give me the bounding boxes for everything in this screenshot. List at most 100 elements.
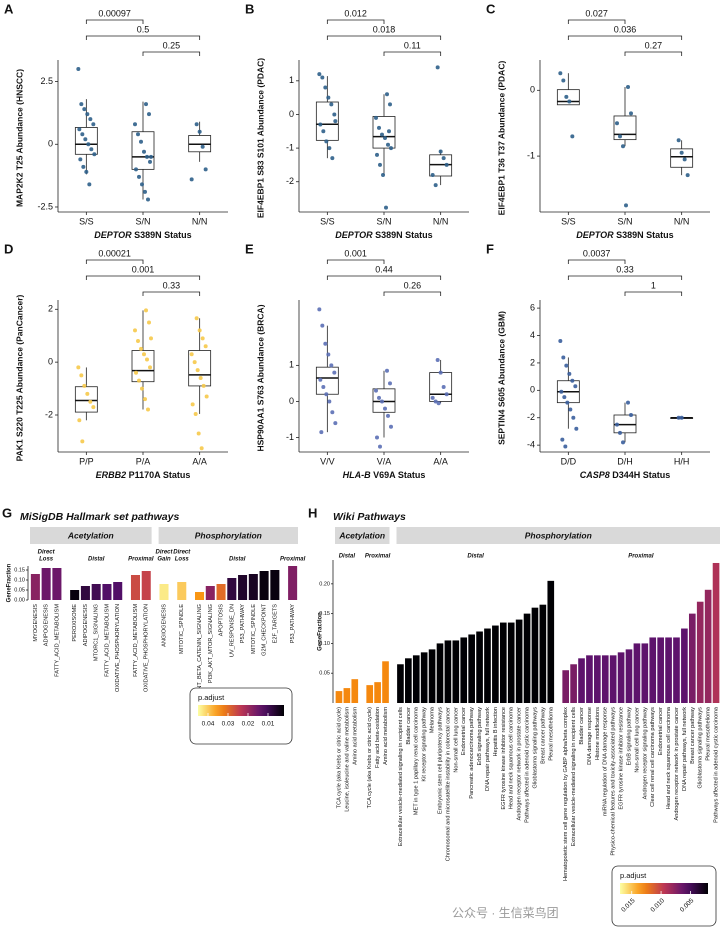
x-axis-label: DEPTOR S389N Status bbox=[94, 230, 191, 240]
x-axis-gene: DEPTOR bbox=[335, 230, 373, 240]
category-label: Histone modifications bbox=[595, 707, 601, 760]
point bbox=[139, 346, 143, 351]
bar bbox=[476, 631, 483, 703]
legend-title: p.adjust bbox=[198, 693, 225, 702]
point bbox=[438, 149, 443, 154]
y-tick-label: 1 bbox=[289, 360, 294, 370]
category-label: PI3K_AKT_MTOR_SIGNALING bbox=[208, 604, 214, 683]
bar bbox=[70, 590, 80, 600]
panel-label: A bbox=[4, 1, 14, 16]
bar bbox=[444, 640, 452, 703]
category-label: Non-small cell lung cancer bbox=[453, 707, 459, 773]
bracket bbox=[383, 51, 442, 56]
point bbox=[377, 125, 381, 130]
point bbox=[146, 197, 150, 202]
point bbox=[378, 162, 382, 167]
x-axis-label: DEPTOR S389N Status bbox=[335, 230, 432, 240]
bar bbox=[460, 637, 468, 703]
point bbox=[91, 122, 96, 127]
p-value: 0.26 bbox=[404, 280, 422, 290]
bar bbox=[681, 628, 688, 703]
point bbox=[82, 383, 87, 388]
bar bbox=[412, 655, 420, 703]
bracket bbox=[624, 291, 683, 296]
x-axis-status: S389N Status bbox=[134, 230, 192, 240]
bracket bbox=[85, 19, 144, 24]
point bbox=[682, 157, 687, 162]
y-tick-label: -2 bbox=[45, 409, 53, 419]
colorbar-label: 0.04 bbox=[202, 721, 215, 728]
category-label: Glioblastoma signaling pathways bbox=[532, 707, 538, 789]
category-label: MET in type 1 papillary renal cell carci… bbox=[414, 706, 420, 815]
facet-label: Gain bbox=[157, 557, 171, 563]
x-tick-label: S/N bbox=[617, 216, 632, 226]
point bbox=[140, 182, 144, 187]
bracket bbox=[326, 275, 442, 280]
point bbox=[571, 415, 576, 420]
point bbox=[570, 378, 575, 383]
colorbar-label: 0.01 bbox=[262, 721, 275, 728]
strip-label: Phosphorylation bbox=[525, 530, 592, 540]
point bbox=[561, 78, 566, 83]
point bbox=[147, 320, 151, 325]
category-label: ErbB signaling pathway bbox=[477, 707, 483, 766]
point bbox=[324, 392, 329, 397]
point bbox=[85, 112, 90, 117]
y-axis-label: PAK1 S220 T225 Abundance (PanCancer) bbox=[14, 294, 24, 461]
category-label: Leucine, isoleucine and valine metabolis… bbox=[344, 707, 350, 812]
point bbox=[388, 102, 392, 107]
bracket bbox=[567, 259, 626, 264]
bar bbox=[436, 643, 444, 703]
x-axis-gene: ERBB2 bbox=[96, 470, 127, 480]
category-label: DNA repair pathways, full network bbox=[682, 707, 688, 791]
point bbox=[676, 138, 681, 143]
y-axis-label: EIF4EBP1 T36 T37 Abundance (PDAC) bbox=[496, 61, 506, 216]
y-tick-label: 0.10 bbox=[14, 577, 25, 583]
bar bbox=[696, 601, 704, 703]
point bbox=[142, 149, 146, 154]
bar bbox=[673, 637, 680, 703]
point bbox=[381, 173, 385, 177]
category-label: Amino acid metabolism bbox=[352, 707, 358, 765]
point bbox=[568, 407, 573, 412]
point bbox=[383, 136, 387, 140]
point bbox=[88, 399, 93, 404]
point bbox=[84, 169, 89, 174]
point bbox=[615, 121, 619, 126]
strip bbox=[158, 527, 298, 544]
bar bbox=[665, 637, 672, 703]
point bbox=[136, 132, 140, 137]
point bbox=[323, 341, 328, 346]
y-tick-label: -1 bbox=[286, 432, 294, 442]
category-label: Bladder cancer bbox=[579, 707, 585, 745]
x-axis-label: ERBB2 P1170A Status bbox=[96, 470, 191, 480]
point bbox=[330, 156, 335, 161]
x-axis-gene: DEPTOR bbox=[94, 230, 132, 240]
point bbox=[195, 368, 200, 373]
x-tick-label: S/S bbox=[561, 216, 576, 226]
point bbox=[567, 371, 572, 376]
x-axis-gene: CASP8 bbox=[580, 470, 610, 480]
point bbox=[558, 339, 563, 343]
bracket bbox=[567, 19, 626, 24]
point bbox=[386, 413, 390, 418]
category-label: TCA cycle (aka Krebs or citric acid cycl… bbox=[367, 707, 373, 808]
y-tick-label: 2 bbox=[48, 304, 53, 314]
bar bbox=[523, 613, 531, 703]
point bbox=[194, 122, 199, 127]
point bbox=[194, 316, 199, 321]
bracket bbox=[624, 51, 683, 56]
bar bbox=[102, 584, 112, 600]
bar bbox=[41, 568, 51, 600]
y-tick-label: -1 bbox=[286, 142, 294, 152]
box bbox=[429, 154, 453, 177]
point bbox=[201, 383, 206, 388]
y-tick-label: 0 bbox=[289, 396, 294, 406]
point bbox=[82, 107, 87, 112]
bar bbox=[712, 562, 720, 703]
category-label: MITOTIC_SPINDLE bbox=[179, 604, 185, 654]
point bbox=[564, 363, 569, 368]
bar bbox=[420, 652, 428, 703]
category-label: TCA cycle (aka Krebs or citric acid cycl… bbox=[336, 707, 342, 808]
